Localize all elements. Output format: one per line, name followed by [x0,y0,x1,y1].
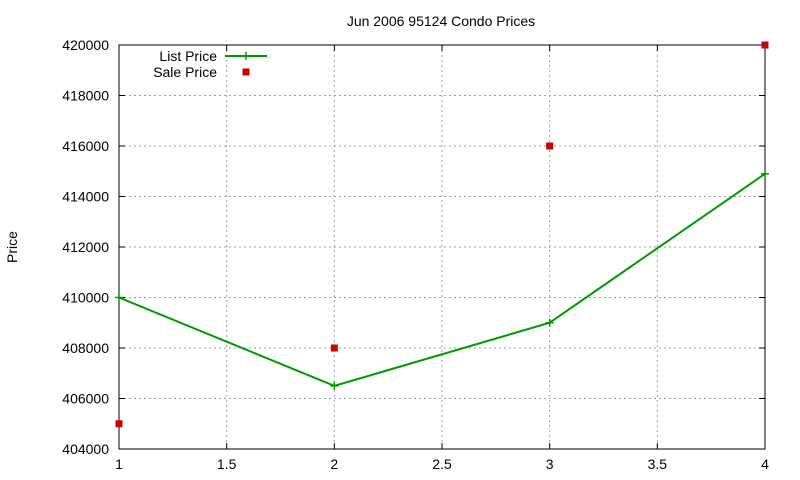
y-tick-label: 410000 [62,290,109,306]
series-line-list-price [118,172,766,387]
x-tick-label: 1.5 [217,456,237,472]
axis-ticks [118,44,766,450]
y-tick-labels: 404000 406000 408000 410000 412000 414000 4160… [62,37,109,457]
x-tick-label: 4 [761,456,769,472]
series-1 [115,169,769,390]
y-tick-label: 408000 [62,340,109,356]
y-tick-label: 412000 [62,239,109,255]
legend-marker-sale-price [242,68,250,76]
series-layer [115,41,769,428]
grid [119,45,765,449]
legend-label: List Price [159,48,217,64]
data-point-list-price [115,293,123,302]
y-axis-label: Price [4,231,20,263]
legend-marker-list-price [242,52,250,60]
x-tick-label: 3.5 [648,456,668,472]
y-tick-label: 418000 [62,88,109,104]
x-tick-label: 2 [330,456,338,472]
data-point-sale-price [761,41,769,49]
data-point-sale-price [546,142,554,150]
data-point-sale-price [330,344,338,352]
x-tick-label: 1 [115,456,123,472]
series-2 [115,41,769,428]
y-tick-label: 404000 [62,441,109,457]
x-tick-labels: 1 1.5 2 2.5 3 3.5 4 [115,456,769,472]
data-point-list-price [761,169,769,178]
chart-title: Jun 2006 95124 Condo Prices [347,13,535,29]
y-tick-label: 416000 [62,138,109,154]
y-tick-label: 406000 [62,391,109,407]
y-tick-label: 414000 [62,189,109,205]
data-point-list-price [545,318,554,327]
legend-label: Sale Price [153,64,217,80]
x-tick-label: 3 [546,456,554,472]
x-tick-label: 2.5 [432,456,452,472]
data-point-sale-price [115,420,123,428]
y-tick-label: 420000 [62,37,109,53]
data-point-list-price [330,381,339,390]
